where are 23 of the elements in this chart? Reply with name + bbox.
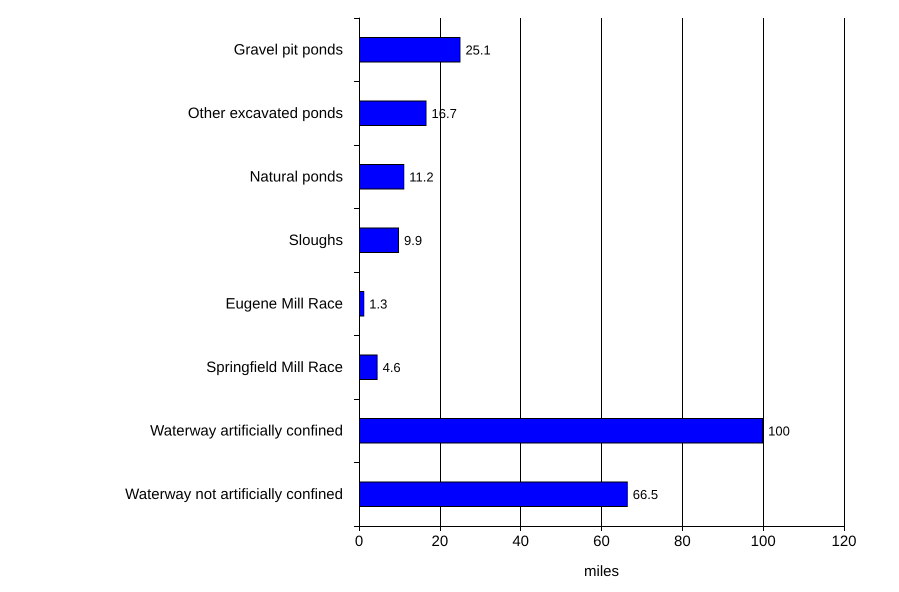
data-label: 4.6	[382, 360, 401, 375]
y-tick-label: Springfield Mill Race	[206, 358, 343, 376]
x-tick-label: 40	[512, 533, 530, 550]
x-tick-label: 20	[431, 533, 448, 550]
x-tick-label: 0	[354, 533, 364, 550]
y-tick-label: Natural ponds	[250, 168, 343, 186]
data-label: 25.1	[465, 42, 491, 58]
y-tick-label: Gravel pit ponds	[234, 41, 343, 58]
data-label: 66.5	[632, 486, 658, 502]
x-tick-label: 80	[674, 533, 691, 550]
x-tick-label: 120	[831, 533, 857, 550]
x-tick-label: 60	[593, 533, 610, 550]
data-label: 1.3	[369, 296, 388, 312]
y-tick-label: Sloughs	[288, 232, 343, 249]
y-tick-label: Waterway artificially confined	[150, 422, 343, 440]
y-tick-label: Eugene Mill Race	[225, 295, 343, 312]
y-tick-label: Waterway not artificially confined	[125, 486, 343, 503]
data-label: 100	[768, 423, 790, 438]
data-label: 9.9	[404, 232, 422, 248]
y-tick-label: Other excavated ponds	[188, 104, 343, 122]
x-tick-label: 100	[750, 533, 776, 550]
x-axis-title: miles	[584, 563, 620, 580]
data-label: 11.2	[409, 169, 434, 184]
